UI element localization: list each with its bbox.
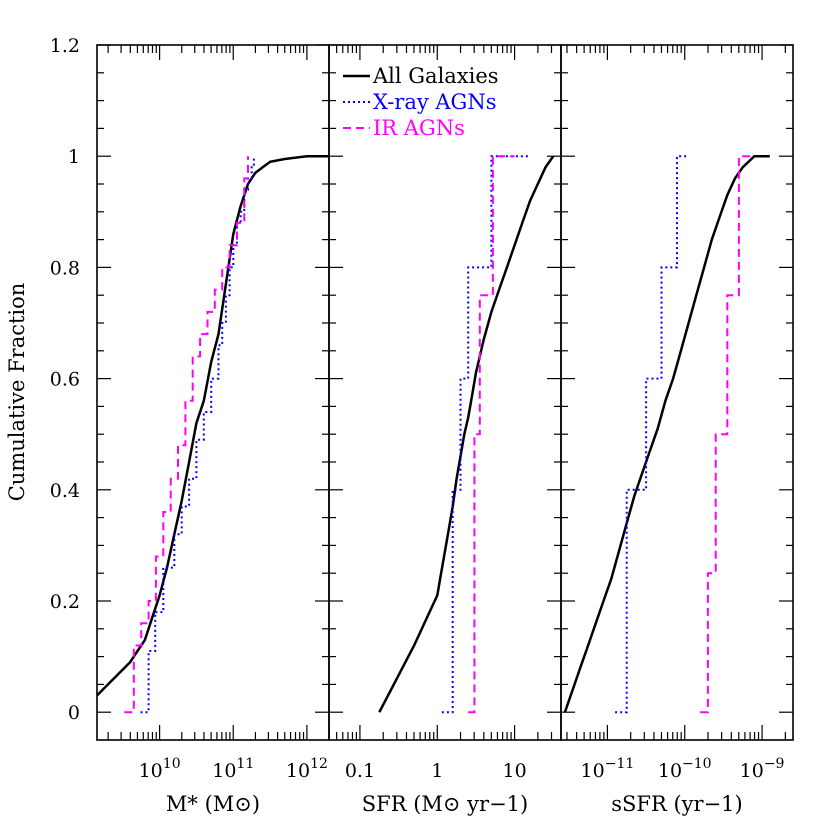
x-axis-label: sSFR (yr−1) bbox=[611, 792, 742, 816]
x-axis-label: SFR (M⊙ yr−1) bbox=[362, 792, 528, 816]
x-tick-label: 10−10 bbox=[658, 756, 712, 782]
y-tick-label: 0 bbox=[68, 702, 80, 724]
y-tick-label: 0.6 bbox=[50, 369, 80, 391]
y-tick-label: 0.8 bbox=[50, 257, 80, 279]
series-line-ir bbox=[468, 155, 515, 714]
series-line-xray bbox=[615, 155, 689, 714]
series-line-all bbox=[378, 155, 555, 713]
series-line-xray bbox=[441, 155, 531, 714]
x-tick-label: 1011 bbox=[212, 756, 254, 782]
series-line-all bbox=[96, 154, 329, 697]
panel-3: 10−11 10−10 10−9 sSFR (yr−1) bbox=[560, 44, 794, 816]
legend: All Galaxies X-ray AGNs IR AGNs bbox=[343, 64, 499, 140]
series-line-all bbox=[563, 154, 770, 713]
y-tick-label: 1.2 bbox=[50, 35, 80, 57]
x-tick-label: 10−11 bbox=[581, 756, 635, 782]
panel-frame bbox=[560, 44, 794, 741]
x-tick-label: 1 bbox=[431, 760, 443, 782]
y-tick-label: 0.4 bbox=[50, 480, 80, 502]
y-tick-label: 0.2 bbox=[50, 591, 80, 613]
x-tick-label: 1012 bbox=[286, 756, 328, 782]
panel-frame bbox=[96, 44, 330, 741]
legend-label-all: All Galaxies bbox=[372, 64, 499, 88]
panel-frame bbox=[328, 44, 562, 741]
y-tick-label: 1 bbox=[68, 146, 80, 168]
series-line-ir bbox=[700, 155, 751, 714]
series-line-ir bbox=[124, 156, 249, 714]
x-tick-label: 1010 bbox=[139, 756, 181, 782]
y-axis-label: Cumulative Fraction bbox=[5, 283, 29, 502]
panel-1: 1010 1011 1012 M* (M⊙) bbox=[96, 44, 330, 816]
x-tick-label: 10−9 bbox=[740, 756, 785, 782]
x-tick-label: 0.1 bbox=[345, 760, 375, 782]
panel-2: 0.1 1 10 SFR (M⊙ yr−1) bbox=[328, 44, 562, 816]
x-tick-label: 10 bbox=[503, 760, 527, 782]
x-axis-label: M* (M⊙) bbox=[166, 792, 260, 816]
legend-label-ir: IR AGNs bbox=[373, 116, 465, 140]
legend-label-xray: X-ray AGNs bbox=[373, 90, 497, 114]
